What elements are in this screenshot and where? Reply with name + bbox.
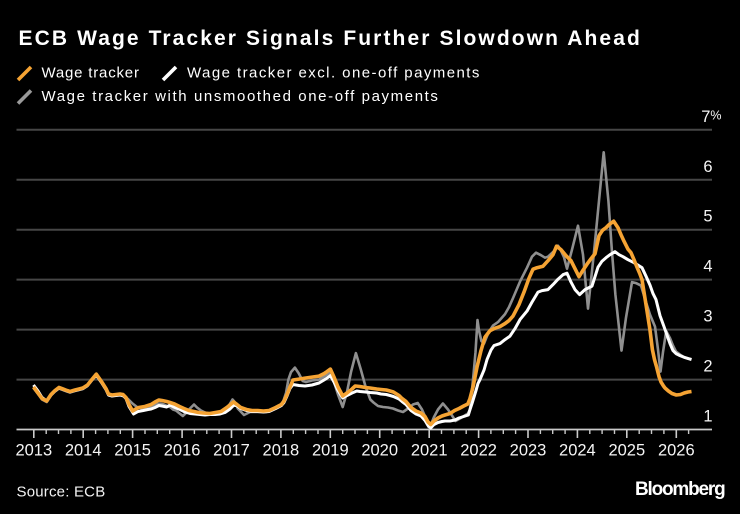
svg-text:2018: 2018 [263,442,300,460]
svg-text:2014: 2014 [65,442,102,460]
svg-text:2019: 2019 [312,442,349,460]
svg-text:2023: 2023 [510,442,547,460]
svg-text:Wage tracker: Wage tracker [42,65,140,82]
svg-text:ECB Wage Tracker Signals Furth: ECB Wage Tracker Signals Further Slowdow… [19,27,642,50]
svg-text:4: 4 [703,258,712,276]
svg-text:2: 2 [703,358,712,376]
svg-text:2020: 2020 [361,442,398,460]
svg-text:2021: 2021 [411,442,448,460]
svg-text:6: 6 [703,158,712,176]
svg-text:2022: 2022 [460,442,497,460]
svg-text:2017: 2017 [213,442,250,460]
svg-text:2013: 2013 [15,442,52,460]
svg-text:Source: ECB: Source: ECB [17,484,106,501]
svg-text:5: 5 [703,208,712,226]
svg-text:Wage tracker with unsmoothed o: Wage tracker with unsmoothed one-off pay… [42,88,440,105]
svg-text:2015: 2015 [114,442,151,460]
svg-text:1: 1 [703,408,712,426]
svg-text:2025: 2025 [608,442,645,460]
svg-text:2024: 2024 [559,442,596,460]
svg-text:Bloomberg: Bloomberg [635,479,725,500]
svg-text:2016: 2016 [164,442,201,460]
svg-text:Wage tracker excl. one-off pay: Wage tracker excl. one-off payments [187,65,481,82]
svg-text:2026: 2026 [658,442,695,460]
svg-text:7%: 7% [701,108,721,126]
svg-text:3: 3 [703,308,712,326]
